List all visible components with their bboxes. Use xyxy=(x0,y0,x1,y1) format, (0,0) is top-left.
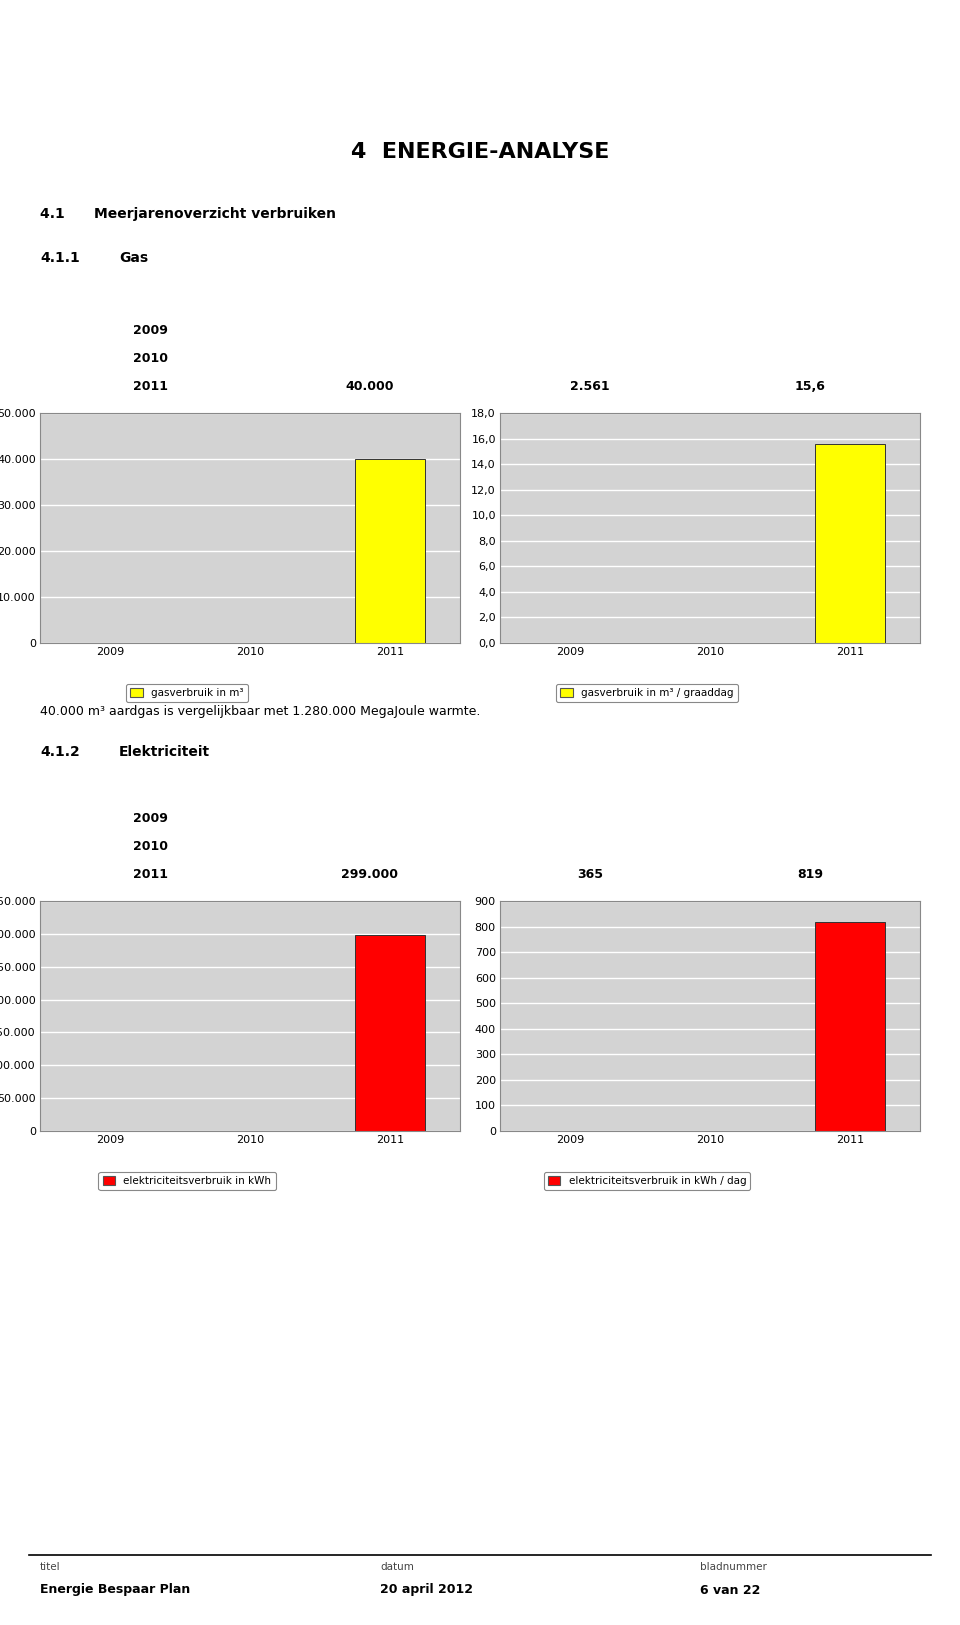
Text: 4.1      Meerjarenoverzicht verbruiken: 4.1 Meerjarenoverzicht verbruiken xyxy=(40,206,336,221)
Text: 40.000: 40.000 xyxy=(346,380,395,393)
Bar xyxy=(815,444,885,644)
Text: 2009: 2009 xyxy=(132,325,167,338)
Text: 2010: 2010 xyxy=(132,353,167,366)
Text: datum: datum xyxy=(380,1562,414,1571)
Text: 40.000 m³ aardgas is vergelijkbaar met 1.280.000 MegaJoule warmte.: 40.000 m³ aardgas is vergelijkbaar met 1… xyxy=(40,705,480,718)
Text: Periode: Periode xyxy=(123,294,177,307)
Legend: elektriciteitsverbruik in kWh / dag: elektriciteitsverbruik in kWh / dag xyxy=(543,1172,751,1190)
Text: 299.000: 299.000 xyxy=(342,868,398,881)
Text: e: e xyxy=(29,36,53,75)
Text: 2011: 2011 xyxy=(132,868,167,881)
Text: 4.1.2: 4.1.2 xyxy=(40,744,80,759)
Text: 2011: 2011 xyxy=(132,380,167,393)
Text: Energie Bespaar Plan: Energie Bespaar Plan xyxy=(40,1583,190,1596)
Text: 20 april 2012: 20 april 2012 xyxy=(380,1583,473,1596)
Legend: elektriciteitsverbruik in kWh: elektriciteitsverbruik in kWh xyxy=(99,1172,276,1190)
Text: Periode: Periode xyxy=(123,783,177,796)
Bar xyxy=(355,934,425,1131)
Text: Dagen: Dagen xyxy=(567,783,612,796)
Legend: gasverbruik in m³ / graaddag: gasverbruik in m³ / graaddag xyxy=(556,684,738,702)
Bar xyxy=(815,921,885,1131)
Text: Graaddagen: Graaddagen xyxy=(547,294,633,307)
Text: on: on xyxy=(74,36,128,75)
Text: titel: titel xyxy=(40,1562,60,1571)
Text: kWh: kWh xyxy=(354,783,385,796)
Text: m³/graaddag: m³/graaddag xyxy=(765,294,855,307)
Text: 6 van 22: 6 van 22 xyxy=(700,1583,760,1596)
Text: bladnummer: bladnummer xyxy=(700,1562,767,1571)
Text: ·: · xyxy=(63,41,75,70)
Text: 4.1.1: 4.1.1 xyxy=(40,250,80,265)
Text: Benelux: Benelux xyxy=(154,42,261,67)
Text: Gas: Gas xyxy=(119,250,149,265)
Text: m³: m³ xyxy=(361,294,379,307)
Bar xyxy=(355,458,425,644)
Text: 2009: 2009 xyxy=(132,812,167,826)
Text: 2010: 2010 xyxy=(132,840,167,853)
Text: Elektriciteit: Elektriciteit xyxy=(119,744,210,759)
Text: 365: 365 xyxy=(577,868,603,881)
Text: kWh/dag: kWh/dag xyxy=(780,783,841,796)
Text: 2.561: 2.561 xyxy=(570,380,610,393)
Text: 4  ENERGIE-ANALYSE: 4 ENERGIE-ANALYSE xyxy=(350,143,610,163)
Legend: gasverbruik in m³: gasverbruik in m³ xyxy=(126,684,248,702)
Text: 15,6: 15,6 xyxy=(795,380,826,393)
Text: 819: 819 xyxy=(797,868,823,881)
